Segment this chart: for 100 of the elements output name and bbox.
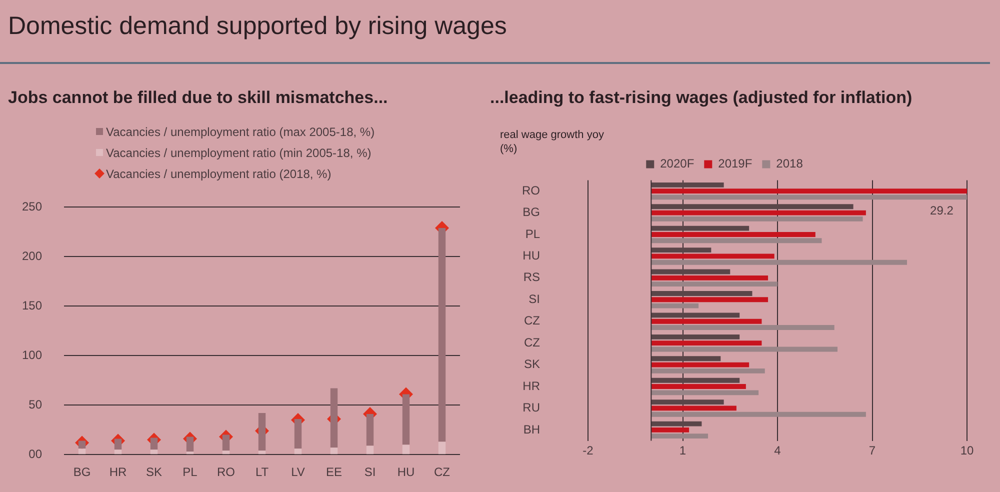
bar [651, 346, 838, 352]
bar [651, 254, 774, 259]
y-tick-label: SK [524, 357, 540, 372]
x-tick-label: HR [109, 465, 128, 480]
text: Domestic demand supported by rising wages [8, 12, 507, 41]
bar [651, 232, 816, 237]
y-tick-label: CZ [524, 335, 540, 350]
y-tick-label: PL [525, 226, 540, 241]
y-tick-label: 100 [22, 348, 42, 362]
legend-label: 2019F [718, 156, 752, 171]
bar [651, 390, 759, 396]
y-tick-label: HR [522, 378, 540, 393]
x-tick-label: 4 [774, 443, 782, 458]
bar [78, 440, 86, 449]
bar [258, 450, 266, 454]
x-tick-label: 10 [960, 443, 974, 458]
bar [651, 248, 712, 253]
bar [651, 427, 690, 432]
bar [150, 450, 158, 454]
bar [651, 260, 907, 265]
y-tick-label: BG [522, 205, 540, 220]
bar [651, 340, 762, 346]
x-tick-label: SI [364, 465, 376, 480]
y-tick-label: RS [523, 270, 540, 284]
y-tick-label: 150 [22, 298, 42, 312]
y-tick-label: SI [528, 292, 540, 306]
bar [651, 356, 721, 362]
bar [294, 418, 302, 449]
y-tick-label: 250 [22, 200, 42, 214]
bar [651, 204, 854, 210]
bar [330, 388, 338, 448]
y-axis-title: real wage growth yoy (%) [500, 128, 605, 156]
legend-label: Vacancies / unemployment ratio (2018, %) [106, 166, 332, 180]
bar [651, 325, 834, 330]
bar [651, 182, 724, 188]
bar [651, 384, 746, 389]
y-tick-label: CZ [524, 314, 540, 328]
y-tick-label: 200 [22, 248, 42, 263]
bar [651, 210, 866, 216]
x-tick-label: SK [146, 465, 162, 480]
x-tick-label: 7 [868, 443, 876, 458]
bar [651, 226, 750, 231]
bar [651, 291, 752, 296]
x-tick-label: PL [182, 465, 198, 480]
bar [651, 269, 730, 274]
bar [651, 378, 740, 383]
bar [651, 188, 967, 194]
bar [651, 297, 768, 302]
bar [150, 438, 158, 450]
bar [186, 452, 194, 454]
bar [186, 436, 194, 452]
bar [438, 228, 446, 442]
bar [114, 438, 122, 450]
y-tick-label: RO [522, 183, 540, 198]
bar [651, 334, 740, 340]
bar [651, 434, 708, 439]
bar [366, 414, 374, 446]
bar [651, 216, 863, 222]
bar [330, 448, 338, 454]
bar [258, 413, 266, 451]
bar [294, 448, 302, 454]
x-tick-label: LV [291, 465, 305, 480]
y-tick-label: BH [523, 422, 540, 436]
legend-label: 2020F [660, 156, 694, 171]
bar [222, 450, 230, 454]
bar [78, 448, 86, 454]
x-tick-label: BG [73, 465, 91, 480]
chart-title: Jobs cannot be filled due to skill mismatches... [8, 88, 388, 108]
y-tick-label: 00 [28, 446, 42, 461]
x-tick-label: LT [255, 465, 270, 480]
bar [402, 394, 410, 445]
bar [651, 275, 768, 280]
y-tick-label: 50 [28, 397, 42, 412]
bar [651, 303, 699, 308]
legend-label: Vacancies / unemployment ratio (max 2005-18, %) [106, 124, 375, 138]
bar [651, 362, 750, 368]
chart-title: ...leading to fast-rising wages (adjusted for inflation) [490, 88, 912, 108]
y-tick-label: RU [522, 400, 540, 415]
bar [651, 238, 822, 244]
legend-label: Vacancies / unemployment ratio (min 2005-18, %) [106, 146, 372, 160]
x-tick-label: RO [217, 465, 236, 480]
bar [651, 282, 778, 287]
bar [651, 400, 724, 405]
x-tick-label: -2 [582, 443, 594, 458]
bar [222, 434, 230, 451]
y-tick-label: HU [522, 248, 540, 263]
bar [402, 444, 410, 454]
x-tick-label: CZ [434, 465, 450, 480]
bar [651, 368, 765, 374]
bar [651, 312, 740, 318]
bar [651, 421, 702, 426]
annotation: 29.2 [930, 203, 954, 218]
x-tick-label: EE [326, 465, 342, 480]
x-tick-label: 1 [679, 443, 686, 458]
bar [438, 442, 446, 454]
x-tick-label: HU [397, 465, 415, 480]
bar [651, 412, 866, 417]
bar [651, 318, 762, 324]
bar [651, 194, 967, 200]
bar [651, 406, 736, 411]
